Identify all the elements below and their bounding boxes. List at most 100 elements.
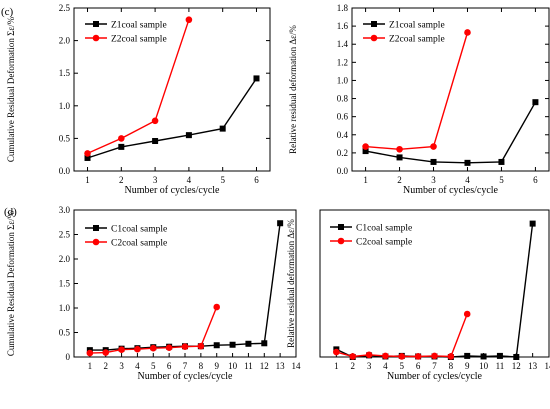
data-point-circle <box>134 346 141 353</box>
data-point-square <box>253 75 259 81</box>
y-tick-label: 0.5 <box>59 133 71 143</box>
legend-marker-square <box>338 224 344 230</box>
data-point-square <box>214 342 220 348</box>
y-axis-label: Relative residual deformation Δε/% <box>288 25 298 154</box>
y-tick-label: 0 <box>66 352 71 362</box>
data-point-circle <box>448 353 455 360</box>
panel-label: (d) <box>4 206 17 218</box>
data-point-circle <box>102 349 109 356</box>
x-tick-label: 2 <box>119 175 124 185</box>
data-point-square <box>397 154 403 160</box>
legend-label: Z2coal sample <box>111 35 167 45</box>
data-point-circle <box>118 135 125 142</box>
x-tick-label: 6 <box>416 361 421 371</box>
y-tick-label: 2.0 <box>59 36 71 46</box>
data-point-circle <box>84 150 91 157</box>
y-tick-label: 0.5 <box>59 328 71 338</box>
data-point-square <box>277 220 283 226</box>
legend-marker-square <box>371 21 377 27</box>
y-axis-label: Cumulative Residual Deformation Σε/% <box>6 16 16 162</box>
x-tick-label: 3 <box>431 175 436 185</box>
data-point-circle <box>362 143 369 150</box>
data-point-circle <box>349 353 356 360</box>
legend-marker-square <box>93 21 99 27</box>
x-axis-label: Number of cycles/cycle <box>387 371 483 382</box>
data-point-circle <box>213 304 220 311</box>
y-tick-label: 1.2 <box>337 57 348 67</box>
data-point-circle <box>396 146 403 153</box>
y-axis-label: Relative residual deformation Δε/% <box>286 219 296 348</box>
data-point-circle <box>382 353 389 360</box>
x-tick-label: 1 <box>85 175 90 185</box>
data-point-circle <box>398 353 405 360</box>
x-axis-label: Number of cycles/cycle <box>125 185 221 196</box>
data-point-circle <box>118 346 125 353</box>
data-point-square <box>481 353 487 359</box>
x-tick-label: 9 <box>214 361 219 371</box>
x-tick-label: 6 <box>254 175 259 185</box>
data-point-square <box>186 132 192 138</box>
x-tick-label: 4 <box>465 175 470 185</box>
x-tick-label: 7 <box>432 361 437 371</box>
data-point-circle <box>464 311 471 318</box>
x-tick-label: 2 <box>350 361 355 371</box>
x-tick-label: 13 <box>528 361 538 371</box>
legend-marker-circle <box>93 239 100 246</box>
x-tick-label: 7 <box>183 361 188 371</box>
x-tick-label: 3 <box>153 175 158 185</box>
x-tick-label: 12 <box>260 361 269 371</box>
legend-marker-circle <box>371 35 378 42</box>
y-tick-label: 1.6 <box>337 21 349 31</box>
x-tick-label: 3 <box>367 361 372 371</box>
y-tick-label: 2.5 <box>59 3 71 13</box>
data-point-square <box>464 353 470 359</box>
x-tick-label: 2 <box>103 361 108 371</box>
x-tick-label: 5 <box>499 175 504 185</box>
x-tick-label: 1 <box>363 175 368 185</box>
y-tick-label: 0.8 <box>337 94 349 104</box>
x-tick-label: 1 <box>334 361 339 371</box>
x-tick-label: 9 <box>465 361 470 371</box>
x-tick-label: 6 <box>167 361 172 371</box>
data-point-square <box>497 353 503 359</box>
x-tick-label: 1 <box>88 361 93 371</box>
x-tick-label: 5 <box>151 361 156 371</box>
data-point-circle <box>87 350 94 357</box>
y-tick-label: 1.0 <box>337 75 349 85</box>
x-tick-label: 11 <box>244 361 253 371</box>
legend-label: C1coal sample <box>111 225 167 235</box>
data-point-square <box>530 221 536 227</box>
data-point-square <box>230 342 236 348</box>
data-point-circle <box>166 344 173 351</box>
data-point-circle <box>152 117 159 124</box>
data-point-circle <box>464 29 471 36</box>
data-point-circle <box>186 16 193 23</box>
y-tick-label: 0.2 <box>337 148 348 158</box>
y-tick-label: 3.0 <box>59 205 71 215</box>
x-tick-label: 10 <box>228 361 238 371</box>
data-point-circle <box>430 143 437 150</box>
legend-marker-circle <box>93 35 100 42</box>
y-tick-label: 0.0 <box>59 166 71 176</box>
x-tick-label: 8 <box>199 361 204 371</box>
data-point-square <box>118 144 124 150</box>
y-tick-label: 0.0 <box>337 166 349 176</box>
y-tick-label: 1.0 <box>59 101 71 111</box>
x-tick-label: 4 <box>135 361 140 371</box>
y-tick-label: 1.0 <box>59 303 71 313</box>
data-point-circle <box>182 343 189 350</box>
legend-label: Z1coal sample <box>389 21 445 31</box>
panel-label: (c) <box>1 6 14 18</box>
data-point-circle <box>333 349 340 356</box>
data-point-circle <box>150 345 157 352</box>
y-tick-label: 1.8 <box>337 3 349 13</box>
x-tick-label: 14 <box>545 361 550 371</box>
x-tick-label: 5 <box>220 175 225 185</box>
x-axis-label: Number of cycles/cycle <box>403 185 499 196</box>
data-point-square <box>498 159 504 165</box>
data-point-square <box>261 340 267 346</box>
legend-label: C2coal sample <box>356 238 412 248</box>
legend-marker-circle <box>338 238 345 245</box>
y-tick-label: 1.4 <box>337 39 349 49</box>
